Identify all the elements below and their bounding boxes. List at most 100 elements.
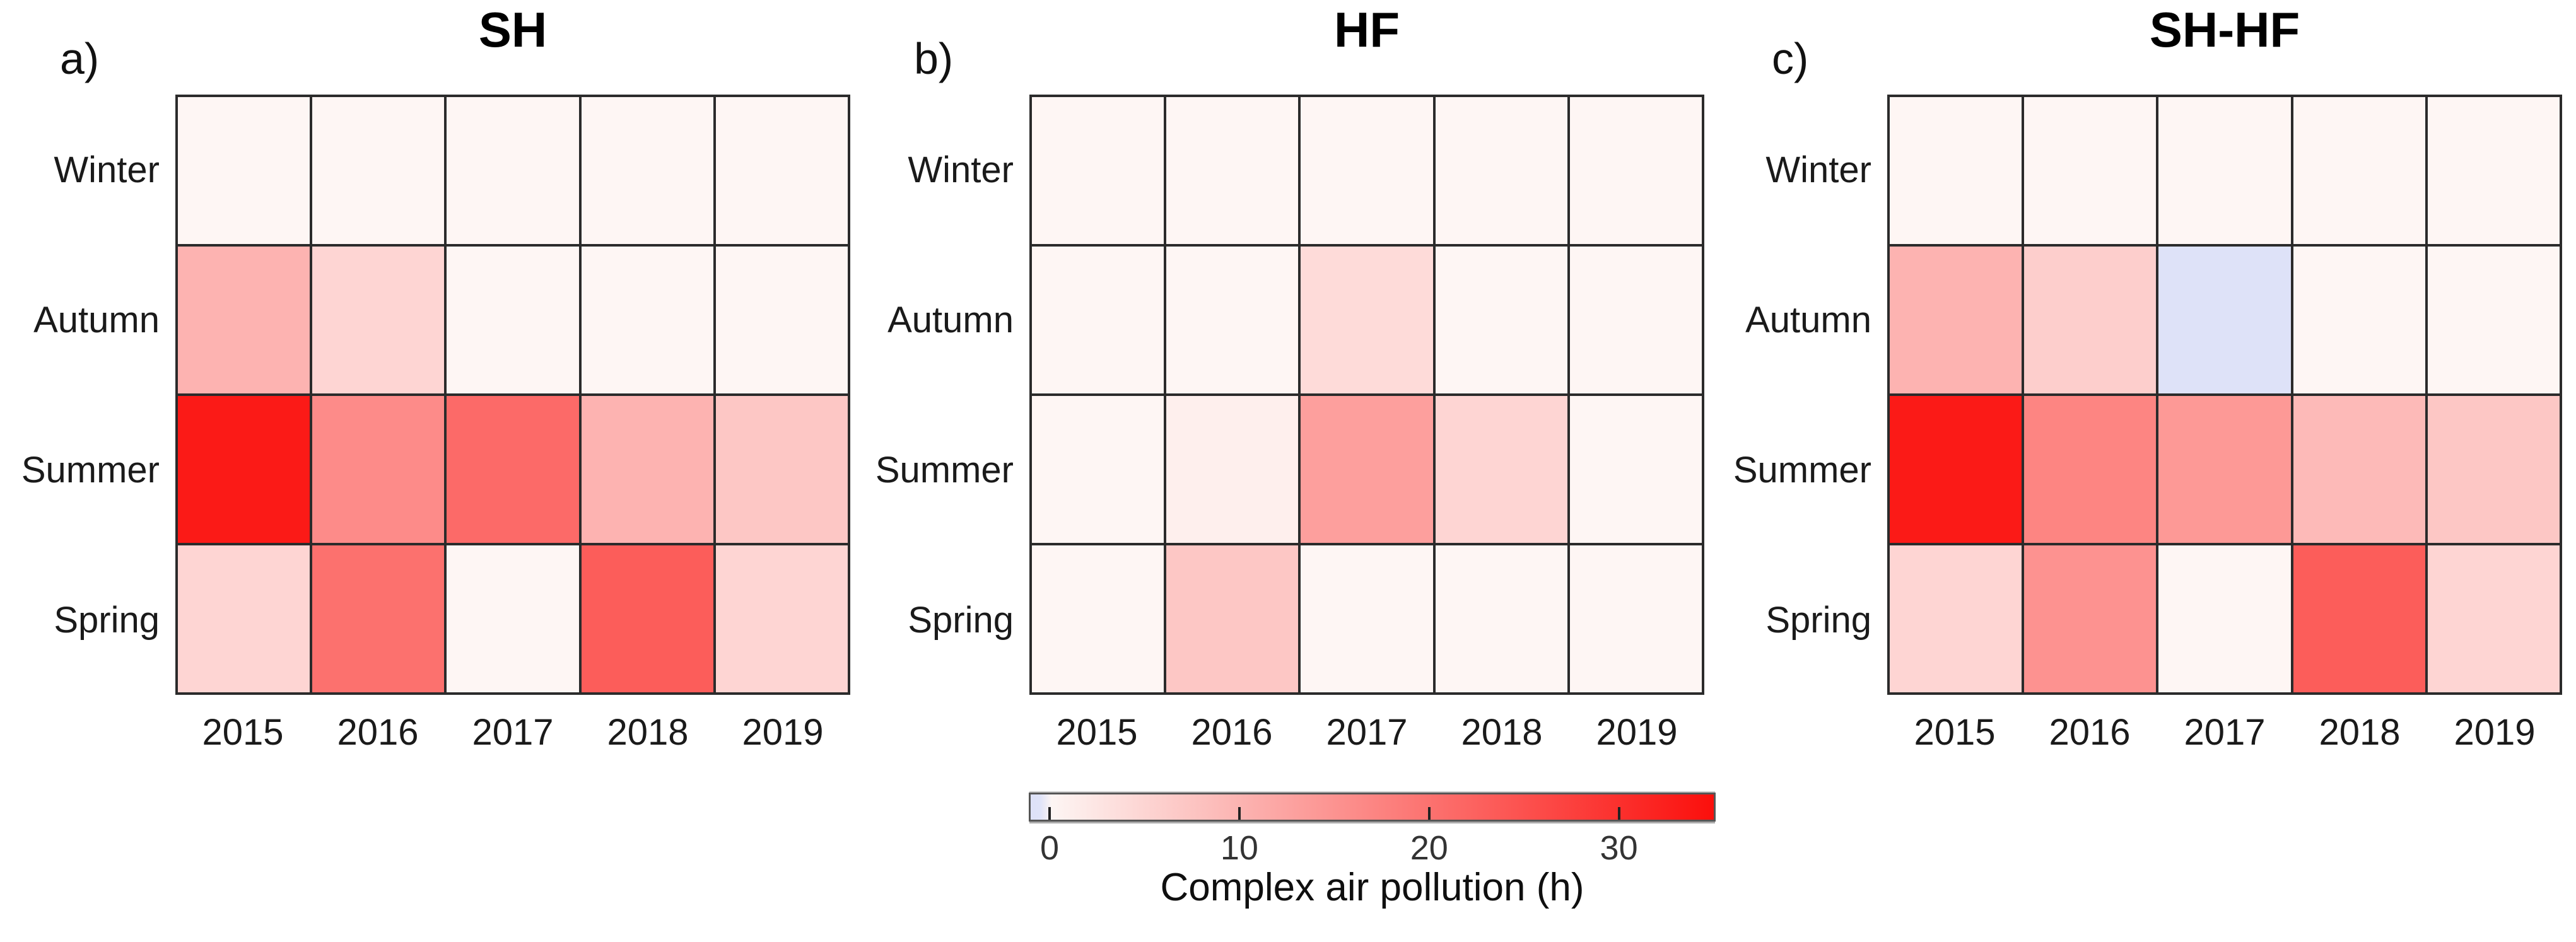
- col-label-2015: 2015: [1056, 712, 1138, 753]
- row-label-autumn: Autumn: [1745, 299, 1871, 340]
- row-label-autumn: Autumn: [887, 299, 1014, 340]
- row-label-summer: Summer: [21, 449, 160, 491]
- heatmap-cell-summer-2018: [581, 396, 713, 543]
- heatmap-cell-summer-2015: [1032, 396, 1164, 543]
- heatmap-cell-winter-2018: [2293, 97, 2425, 244]
- heatmap-cell-spring-2015: [178, 545, 310, 692]
- row-label-summer: Summer: [1733, 449, 1871, 491]
- heatmap-cell-winter-2019: [1569, 97, 1702, 244]
- heatmap-cell-winter-2019: [2427, 97, 2560, 244]
- heatmap-cell-autumn-2016: [2024, 247, 2157, 393]
- heatmap-cell-winter-2015: [1890, 97, 2022, 244]
- panel-letter-b: b): [914, 34, 954, 83]
- row-label-summer: Summer: [875, 449, 1014, 491]
- heatmap-cell-autumn-2017: [447, 247, 579, 393]
- year-axis-labels: 2015 2016 2017 2018 2019: [1887, 711, 2562, 753]
- col-label-2019: 2019: [742, 712, 824, 753]
- col-label-2017: 2017: [472, 712, 554, 753]
- heatmap-cell-autumn-2019: [2427, 247, 2560, 393]
- season-axis-labels: Winter Autumn Summer Spring: [0, 95, 160, 695]
- colorbar-axis-label: Complex air pollution (h): [1160, 866, 1584, 909]
- col-label-2018: 2018: [607, 712, 689, 753]
- heatmap-cell-winter-2016: [1166, 97, 1299, 244]
- heatmap-cell-summer-2015: [1890, 396, 2022, 543]
- heatmap-cell-spring-2017: [2158, 545, 2291, 692]
- heatmap-cell-summer-2019: [2427, 396, 2560, 543]
- row-label-spring: Spring: [908, 599, 1014, 641]
- panel-sh: a) SH Winter Autumn Summer Spring 2015 2016 2…: [21, 5, 850, 753]
- heatmap-cell-summer-2017: [447, 396, 579, 543]
- colorbar-tick-30: [1617, 807, 1620, 820]
- row-label-spring: Spring: [54, 599, 160, 641]
- col-label-2019: 2019: [1596, 712, 1678, 753]
- heatmap-cell-summer-2016: [312, 396, 445, 543]
- colorbar-tick-10: [1238, 807, 1241, 820]
- heatmap-cell-autumn-2015: [1032, 247, 1164, 393]
- colorbar-tick-label-20: 20: [1410, 829, 1448, 867]
- col-label-2019: 2019: [2454, 712, 2536, 753]
- panel-letter-c: c): [1772, 34, 1809, 83]
- heatmap-cell-spring-2018: [581, 545, 713, 692]
- heatmap-cell-summer-2015: [178, 396, 310, 543]
- col-label-2016: 2016: [2049, 712, 2131, 753]
- colorbar-tick-labels: 0 10 20 30: [1029, 829, 1716, 867]
- row-label-winter: Winter: [54, 149, 160, 190]
- heatmap-cell-autumn-2017: [1301, 247, 1433, 393]
- heatmap-cell-spring-2017: [447, 545, 579, 692]
- heatmap-cell-autumn-2019: [715, 247, 848, 393]
- heatmap-cell-autumn-2015: [178, 247, 310, 393]
- heatmap-cell-spring-2018: [2293, 545, 2425, 692]
- heatmap-cell-spring-2019: [2427, 545, 2560, 692]
- col-label-2016: 2016: [1191, 712, 1273, 753]
- heatmap-grid-sh: [175, 95, 850, 695]
- heatmap-grid-sh-hf: [1887, 95, 2562, 695]
- heatmap-cell-summer-2017: [1301, 396, 1433, 543]
- heatmap-cell-winter-2018: [1435, 97, 1567, 244]
- col-label-2017: 2017: [2184, 712, 2266, 753]
- heatmap-cell-winter-2015: [178, 97, 310, 244]
- colorbar-tick-20: [1427, 807, 1431, 820]
- heatmap-cell-autumn-2017: [2158, 247, 2291, 393]
- panel-hf: b) HF Winter Autumn Summer Spring 2015 2016 2…: [875, 5, 1704, 753]
- heatmap-cell-summer-2016: [2024, 396, 2157, 543]
- heatmap-cell-winter-2017: [447, 97, 579, 244]
- heatmap-cell-winter-2015: [1032, 97, 1164, 244]
- season-axis-labels: Winter Autumn Summer Spring: [1685, 95, 1871, 695]
- panel-title-hf: HF: [1334, 2, 1400, 57]
- heatmap-cell-winter-2016: [2024, 97, 2157, 244]
- heatmap-cell-spring-2017: [1301, 545, 1433, 692]
- heatmap-cell-summer-2016: [1166, 396, 1299, 543]
- heatmap-cell-spring-2016: [312, 545, 445, 692]
- heatmap-cell-spring-2016: [2024, 545, 2157, 692]
- col-label-2016: 2016: [337, 712, 419, 753]
- heatmap-cell-winter-2016: [312, 97, 445, 244]
- heatmap-cell-summer-2019: [1569, 396, 1702, 543]
- heatmap-cell-summer-2018: [1435, 396, 1567, 543]
- heatmap-cell-spring-2019: [1569, 545, 1702, 692]
- row-label-autumn: Autumn: [33, 299, 160, 340]
- col-label-2015: 2015: [1914, 712, 1996, 753]
- colorbar-tick-label-10: 10: [1220, 829, 1258, 867]
- colorbar-tick-label-30: 30: [1600, 829, 1638, 867]
- row-label-winter: Winter: [1765, 149, 1871, 190]
- panel-sh-hf: c) SH-HF Winter Autumn Summer Spring 2015 20…: [1733, 5, 2562, 753]
- colorbar-gradient: [1029, 793, 1716, 822]
- heatmap-cell-winter-2019: [715, 97, 848, 244]
- panel-title-sh: SH: [478, 2, 547, 57]
- heatmap-cell-autumn-2016: [312, 247, 445, 393]
- heatmap-cell-summer-2019: [715, 396, 848, 543]
- season-axis-labels: Winter Autumn Summer Spring: [828, 95, 1014, 695]
- heatmap-cell-winter-2017: [1301, 97, 1433, 244]
- heatmap-cell-autumn-2015: [1890, 247, 2022, 393]
- row-label-winter: Winter: [908, 149, 1014, 190]
- year-axis-labels: 2015 2016 2017 2018 2019: [175, 711, 850, 753]
- col-label-2015: 2015: [202, 712, 284, 753]
- heatmap-cell-spring-2018: [1435, 545, 1567, 692]
- year-axis-labels: 2015 2016 2017 2018 2019: [1029, 711, 1704, 753]
- heatmap-cell-summer-2018: [2293, 396, 2425, 543]
- heatmap-cell-autumn-2016: [1166, 247, 1299, 393]
- heatmap-cell-spring-2015: [1032, 545, 1164, 692]
- heatmap-cell-summer-2017: [2158, 396, 2291, 543]
- panel-title-sh-hf: SH-HF: [2149, 2, 2300, 57]
